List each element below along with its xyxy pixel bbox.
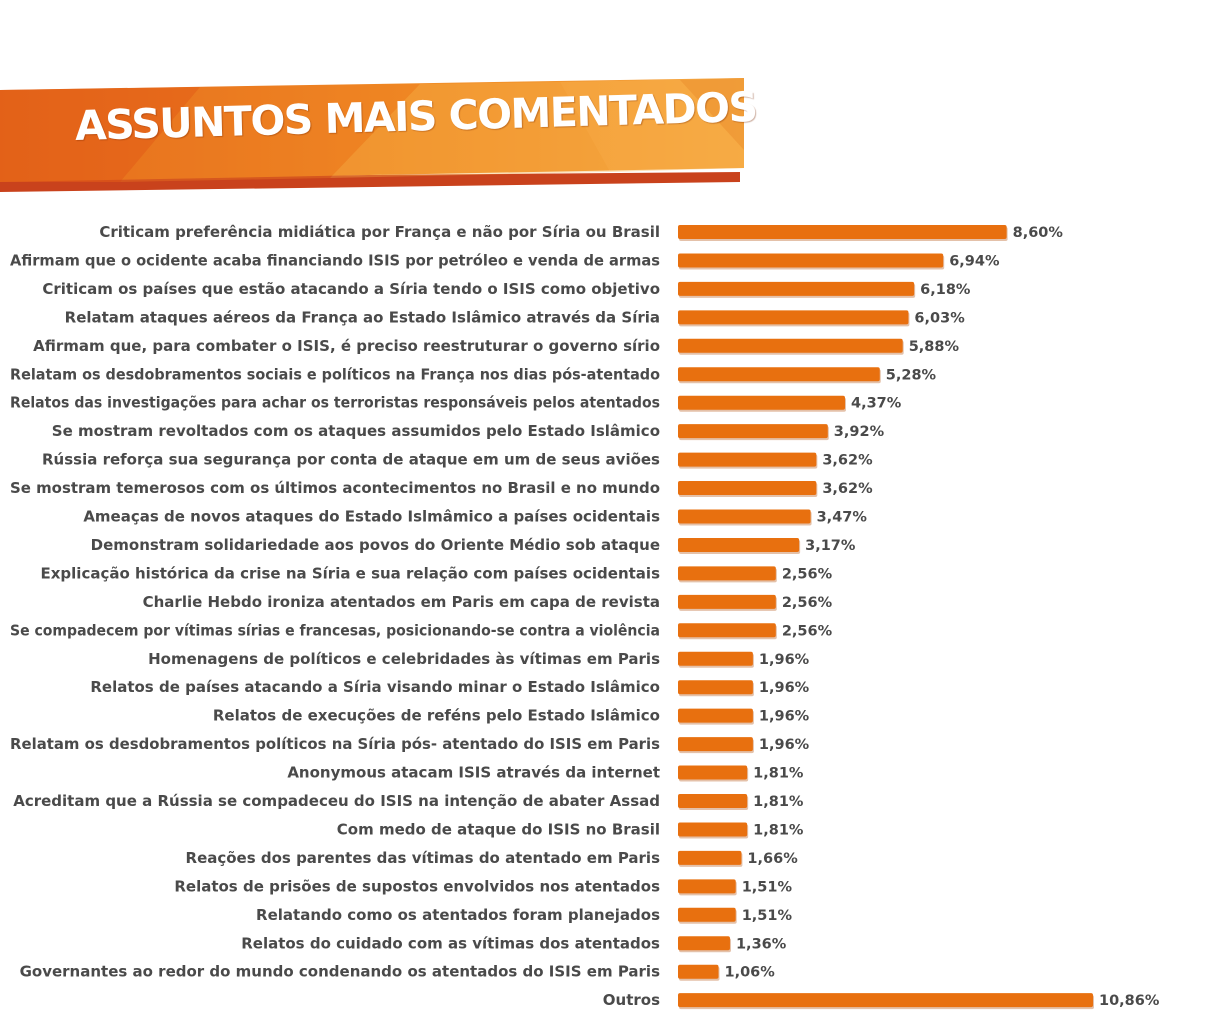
category-label: Relatando como os atentados foram planej… [256, 906, 660, 924]
bar [678, 822, 748, 837]
bar [678, 537, 800, 552]
category-label: Charlie Hebdo ironiza atentados em Paris… [143, 593, 660, 611]
category-label: Relatos de países atacando a Síria visan… [90, 678, 660, 696]
category-label: Criticam preferência midiática por Franç… [99, 223, 660, 241]
data-label: 8,60% [1013, 225, 1064, 241]
category-label: Reações dos parentes das vítimas do aten… [186, 849, 661, 867]
bar [678, 680, 753, 695]
data-label: 1,96% [759, 709, 810, 725]
bar [678, 850, 742, 865]
category-label: Relatam ataques aéreos da França ao Esta… [65, 308, 660, 326]
category-label: Relatam os desdobramentos políticos na S… [10, 735, 660, 753]
category-label: Afirmam que o ocidente acaba financiando… [10, 251, 660, 269]
banner-facet [560, 78, 744, 172]
bar [678, 310, 909, 325]
category-label: Com medo de ataque do ISIS no Brasil [337, 820, 660, 838]
bar [678, 566, 776, 581]
bars-group [678, 225, 1094, 1010]
data-label: 1,96% [759, 737, 810, 753]
bar [678, 395, 845, 410]
data-label: 1,81% [753, 794, 804, 810]
category-label: Relatos das investigações para achar os … [10, 394, 660, 412]
category-label: Se compadecem por vítimas sírias e franc… [10, 621, 660, 639]
banner-body [0, 78, 744, 182]
bar [678, 936, 730, 951]
data-label: 2,56% [782, 566, 833, 582]
data-label: 1,96% [759, 680, 810, 696]
data-label: 3,62% [822, 453, 873, 469]
bar [678, 253, 944, 268]
data-label: 6,03% [914, 310, 965, 326]
category-label: Relatos de execuções de reféns pelo Esta… [213, 707, 660, 725]
value-labels: 8,60% 6,94% 6,18% 6,03% 5,88% 5,28% 4,37% 3,92%… [725, 225, 1160, 1009]
data-label: 1,66% [747, 851, 798, 867]
category-label: Governantes ao redor do mundo condenando… [20, 963, 660, 981]
data-label: 2,56% [782, 595, 833, 611]
data-label: 1,51% [742, 879, 793, 895]
bar [678, 225, 1007, 239]
category-label: Relatam os desdobramentos sociais e polí… [10, 365, 660, 383]
data-label: 3,92% [834, 424, 885, 440]
category-label: Se mostram revoltados com os ataques ass… [52, 422, 660, 440]
data-label: 6,94% [949, 253, 1000, 269]
banner-facet [680, 78, 744, 150]
category-labels: Criticam preferência midiática por Franç… [10, 223, 660, 1009]
bar [678, 765, 748, 780]
data-label: 6,18% [920, 282, 971, 298]
data-label: 1,51% [742, 908, 793, 924]
bar [678, 993, 1093, 1008]
bar [678, 737, 753, 752]
data-label: 3,62% [822, 481, 873, 497]
category-label: Ameaças de novos ataques do Estado Islmâ… [83, 508, 660, 526]
banner-facet [120, 84, 420, 182]
category-label: Acreditam que a Rússia se compadeceu do … [13, 792, 660, 810]
bar [678, 907, 736, 922]
bar [678, 338, 903, 353]
bar [678, 594, 776, 609]
banner-facet [330, 82, 610, 178]
data-label: 1,81% [753, 766, 804, 782]
data-label: 1,81% [753, 822, 804, 838]
category-label: Anonymous atacam ISIS através da interne… [287, 764, 660, 782]
bar [678, 964, 719, 979]
category-label: Se mostram temerosos com os últimos acon… [10, 479, 660, 497]
data-label: 10,86% [1099, 993, 1160, 1009]
bar [678, 281, 915, 296]
category-label: Afirmam que, para combater o ISIS, é pre… [33, 337, 660, 355]
category-label: Relatos do cuidado com as vítimas dos at… [241, 934, 660, 952]
data-label: 1,96% [759, 652, 810, 668]
bar [678, 623, 776, 638]
data-label: 3,17% [805, 538, 856, 554]
bar [678, 424, 828, 439]
bar [678, 367, 880, 382]
data-label: 1,06% [725, 965, 776, 981]
bar [678, 509, 811, 524]
banner-facet [0, 87, 200, 182]
category-label: Outros [603, 991, 660, 1009]
bar [678, 651, 753, 666]
bar [678, 708, 753, 723]
bar [678, 794, 748, 808]
data-label: 5,88% [909, 339, 960, 355]
data-label: 4,37% [851, 396, 902, 412]
category-label: Explicação histórica da crise na Síria e… [41, 564, 661, 582]
data-label: 5,28% [886, 367, 937, 383]
data-label: 2,56% [782, 623, 833, 639]
bar [678, 879, 736, 894]
title-banner [0, 78, 744, 192]
category-label: Criticam os países que estão atacando a … [42, 280, 660, 298]
category-label: Rússia reforça sua segurança por conta d… [42, 451, 660, 469]
data-label: 1,36% [736, 936, 787, 952]
category-label: Relatos de prisões de supostos envolvido… [174, 877, 660, 895]
bar [678, 452, 817, 467]
category-label: Homenagens de políticos e celebridades à… [148, 650, 660, 668]
category-label: Demonstram solidariedade aos povos do Or… [91, 536, 660, 554]
data-label: 3,47% [817, 510, 868, 526]
bar [678, 481, 817, 496]
